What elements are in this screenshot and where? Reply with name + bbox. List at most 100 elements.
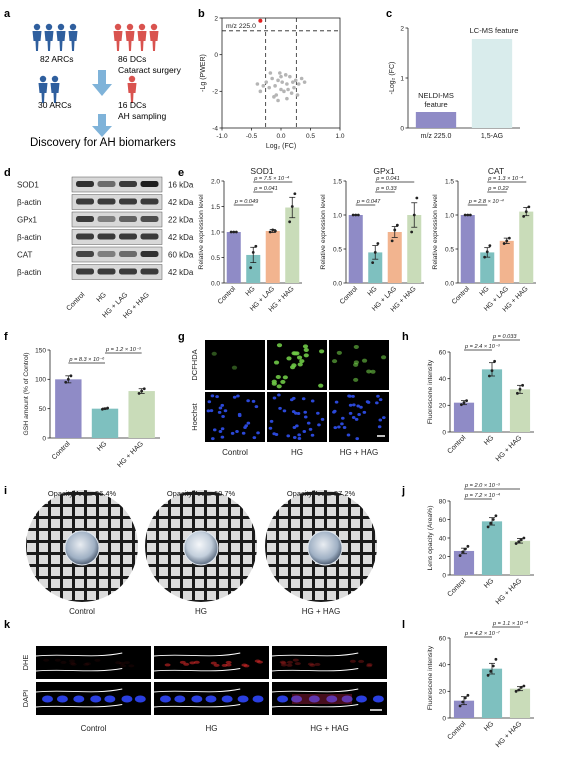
blot-strip [71,264,163,280]
y-tick-label: 0.5 [211,255,220,262]
data-point [516,391,519,395]
step-cataract-surgery: Cataract surgery [118,65,182,75]
nucleus [174,695,186,703]
dhe-signal [286,663,293,667]
data-point [142,387,146,391]
lens [307,530,343,566]
p-value-label: p = 0.041 [375,176,399,182]
nucleus [355,437,360,441]
data-point [279,74,283,79]
nucleus [310,399,315,403]
nucleus [221,695,233,703]
nucleus [382,416,386,420]
y-tick-label: 40 [439,662,447,669]
blot-band [119,251,137,257]
capsule-outline [271,668,359,672]
bar [348,215,363,283]
nucleus [254,405,259,409]
dhe-signal [54,658,61,662]
data-point [276,98,280,103]
p-value-label: p = 0.049 [234,199,258,205]
nucleus [291,695,303,703]
category-label: Control [451,285,472,306]
kda-label: 60 kDa [168,251,194,260]
data-point [514,689,518,693]
cell-signal [370,369,376,374]
cell-signal [276,343,283,348]
data-point [69,374,73,378]
data-point [280,80,284,84]
data-point [494,514,498,518]
blot-strip [71,194,163,210]
y-tick-label: 0 [400,125,404,132]
blot-band [140,181,159,187]
dhe-signal [60,660,67,664]
category-label: Control [339,285,360,306]
nucleus [246,399,250,403]
bar [499,240,514,283]
data-point [255,82,260,86]
dhe-signal [221,663,228,667]
blot-band [119,198,137,205]
data-point [292,85,296,90]
data-point [258,89,263,94]
category-label: HG [483,720,495,732]
y-tick-label: 0 [442,429,446,436]
data-point [486,673,490,677]
kda-label: 42 kDa [168,268,194,277]
p-value-label: p = 7.2 × 10⁻⁴ [464,492,501,499]
nucleus [256,431,260,435]
data-point [488,374,491,378]
bar [387,232,402,283]
dhe-signal [309,663,316,667]
nucleus [121,695,133,703]
capsule-outline [153,704,241,708]
chart-title: GPx1 [373,166,395,176]
nucleus [220,435,225,439]
category-label: HG + HAG [495,434,524,463]
nucleus [357,413,361,417]
data-point [278,71,282,75]
nucleus [346,433,351,437]
highlight-point [258,18,263,23]
dhe-signal [358,659,365,663]
panel-e-expression: e SOD1 0.0 0.5 1.0 1.5 2.0 Relative expression… [178,166,536,314]
cell-signal [299,359,305,364]
data-point [465,399,468,403]
cell-signal [380,355,387,360]
nucleus [320,417,325,421]
nucleus [302,429,307,433]
panel-label-j: j [401,485,405,497]
capsule-outline [35,668,123,672]
blot-band [76,251,94,257]
data-point [261,84,266,88]
data-point [282,89,286,94]
data-point [285,96,289,101]
capsule-outline [153,668,241,672]
data-point [251,251,255,254]
row-label: Hoechst [190,402,199,430]
data-point [270,76,274,81]
blot-band [97,268,116,275]
nucleus [223,409,228,413]
nucleus [282,409,287,413]
nucleus [236,394,240,398]
dhe-signal [183,662,190,666]
data-point [229,230,233,234]
nucleus [206,409,211,413]
x-tick-label: 0.0 [276,133,285,140]
nucleus [303,415,308,419]
category-label: Control [217,285,238,306]
nucleus [376,394,380,398]
nucleus [340,422,344,426]
protein-label: SOD1 [17,181,39,190]
dhe-signal [210,661,217,665]
step-ah-sampling: AH sampling [118,111,166,121]
data-point [463,696,467,700]
p-value-label: p = 0.22 [487,186,509,192]
panel-c-bar: c 0 1 2 -Log₂ (FC) m/z 225.0 1,5-AG NELDI-MSfe… [386,8,520,140]
person-body-icon [127,83,137,103]
data-point [371,261,375,264]
nucleus [207,400,212,404]
dhe-signal [314,662,321,666]
